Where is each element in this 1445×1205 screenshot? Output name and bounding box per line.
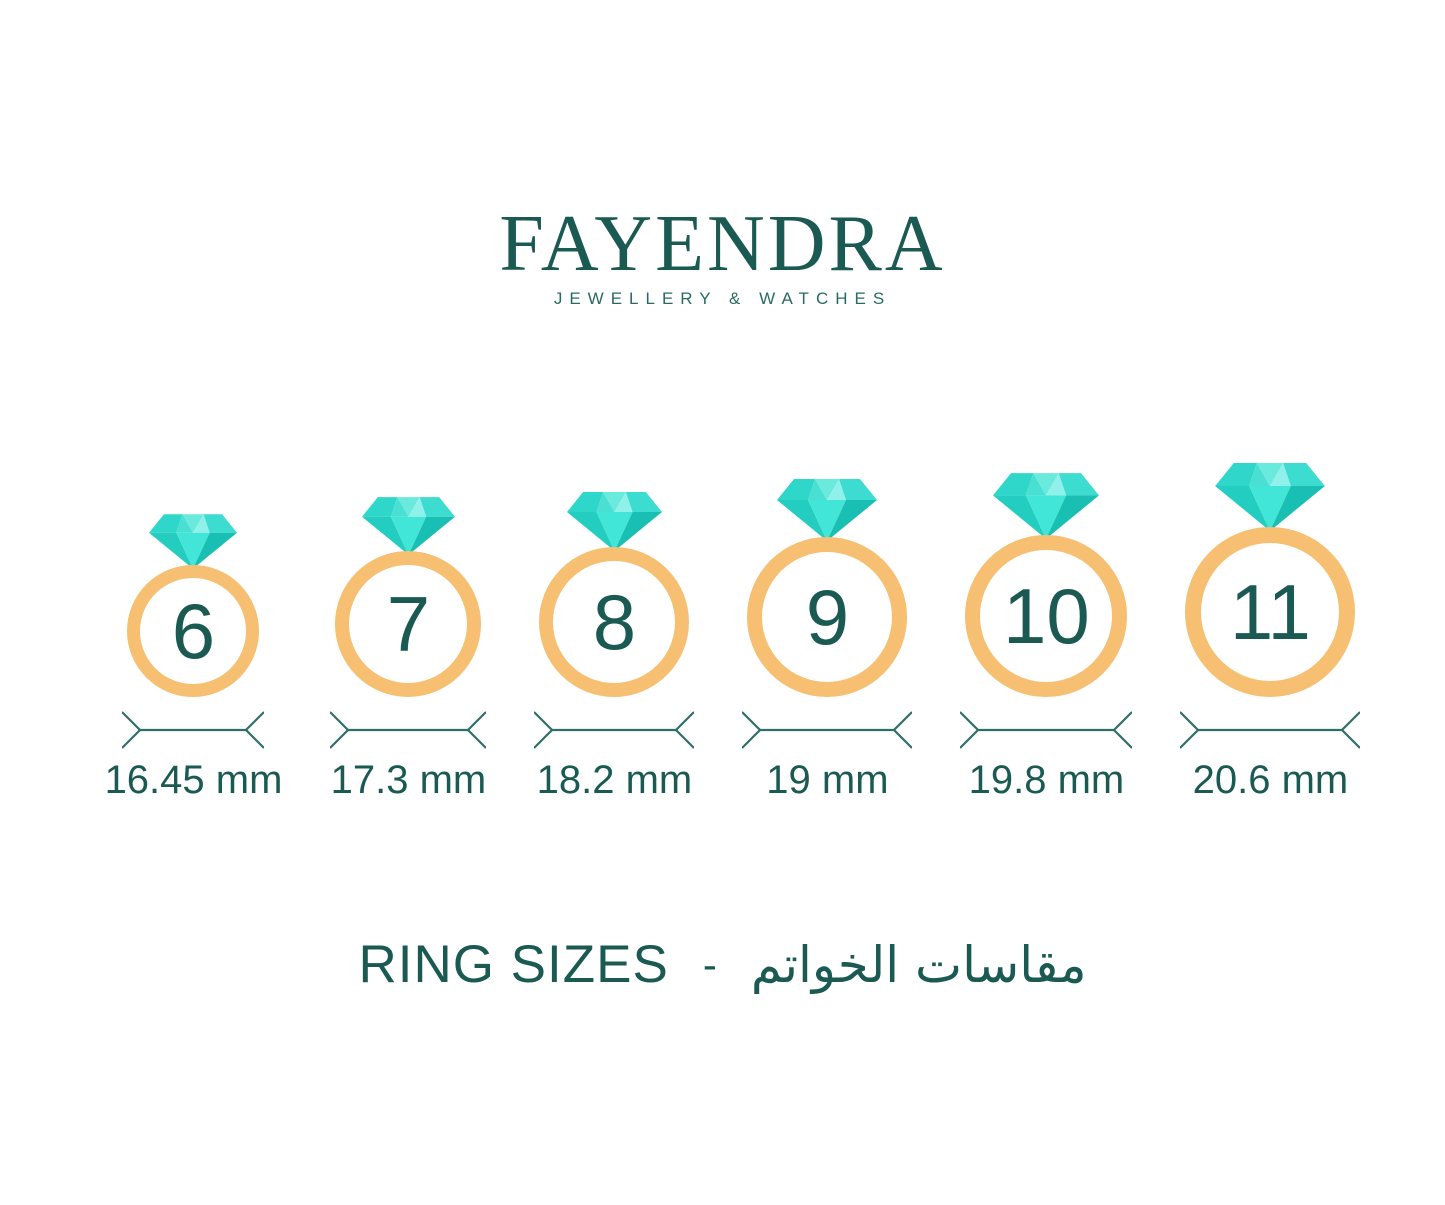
diamond-icon bbox=[993, 473, 1100, 539]
ring-size-number: 6 bbox=[171, 587, 216, 675]
ring-figure-size-11: 11 20.6 mm bbox=[1180, 463, 1361, 803]
diameter-label: 17.3 mm bbox=[330, 758, 487, 802]
ring-band: 8 bbox=[539, 547, 690, 697]
diameter-arrow-icon bbox=[534, 711, 695, 749]
diameter-arrow-icon bbox=[1180, 711, 1361, 749]
footer-title-english: RING SIZES bbox=[358, 935, 669, 994]
footer-separator-dash: - bbox=[702, 940, 717, 988]
ring-band: 9 bbox=[747, 537, 908, 697]
ring-size-number: 9 bbox=[805, 573, 850, 661]
diamond-icon bbox=[566, 492, 662, 551]
ring-figure-size-6: 6 16.45 mm bbox=[104, 514, 283, 803]
ring-band: 6 bbox=[127, 565, 260, 697]
diameter-arrow-icon bbox=[122, 711, 265, 749]
diamond-icon bbox=[777, 479, 878, 541]
ring-size-number: 8 bbox=[592, 578, 637, 666]
ring-size-number: 7 bbox=[386, 580, 431, 668]
footer-title: RING SIZES - مقاسات الخواتم bbox=[0, 938, 1445, 991]
diamond-icon bbox=[1215, 463, 1326, 531]
diameter-label: 19 mm bbox=[766, 758, 889, 802]
rings-row: 6 16.45 mm 7 17.3 mm 8 18.2 mm 9 19 mm 10 19.8 mm… bbox=[10, 463, 1445, 803]
footer-title-arabic: مقاسات الخواتم bbox=[750, 935, 1087, 994]
brand-name: FAYENDRA bbox=[499, 200, 946, 288]
diamond-icon bbox=[361, 497, 455, 555]
brand-tagline: JEWELLERY & WATCHES bbox=[553, 289, 892, 308]
brand-logo: FAYENDRA JEWELLERY & WATCHES bbox=[0, 204, 1445, 307]
ring-figure-size-8: 8 18.2 mm bbox=[534, 492, 695, 803]
diameter-label: 18.2 mm bbox=[536, 758, 693, 802]
ring-figure-size-7: 7 17.3 mm bbox=[330, 497, 487, 803]
diameter-label: 20.6 mm bbox=[1192, 758, 1349, 802]
ring-band: 7 bbox=[335, 551, 482, 697]
diameter-arrow-icon bbox=[960, 711, 1133, 749]
ring-band: 11 bbox=[1185, 527, 1356, 697]
ring-figure-size-9: 9 19 mm bbox=[742, 479, 913, 803]
diameter-arrow-icon bbox=[330, 711, 487, 749]
diameter-label: 19.8 mm bbox=[968, 758, 1125, 802]
diameter-label: 16.45 mm bbox=[104, 758, 283, 802]
ring-size-number: 10 bbox=[1003, 572, 1090, 660]
ring-figure-size-10: 10 19.8 mm bbox=[960, 473, 1133, 803]
diamond-icon bbox=[149, 514, 238, 569]
ring-band: 10 bbox=[965, 535, 1128, 697]
diameter-arrow-icon bbox=[742, 711, 913, 749]
ring-size-number: 11 bbox=[1229, 568, 1311, 656]
